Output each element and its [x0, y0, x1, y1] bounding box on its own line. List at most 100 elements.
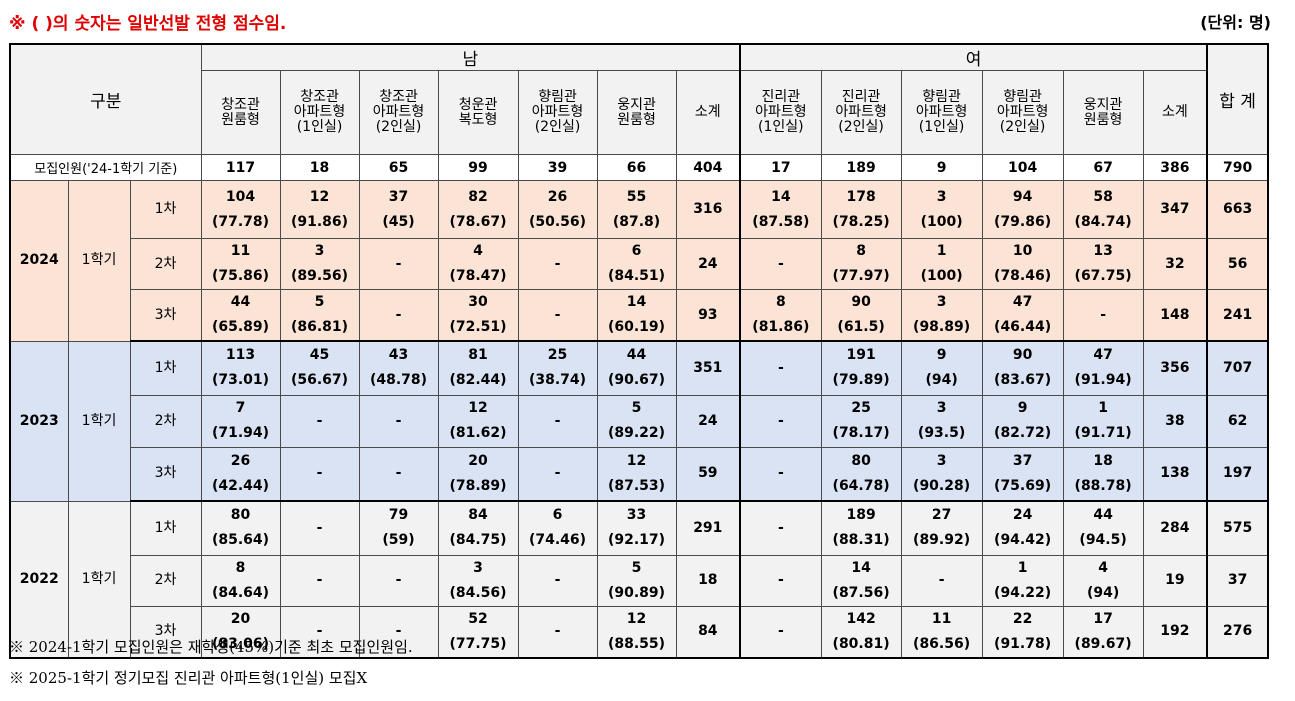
count-value: 6: [631, 243, 642, 259]
count-value: 37: [388, 188, 409, 205]
male-header: 남: [200, 43, 741, 71]
count-value: 47: [1093, 347, 1113, 364]
count-value: 8: [235, 559, 246, 576]
count-value: 43: [388, 347, 409, 364]
data-cell: 26 (50.56): [517, 180, 598, 239]
count-value: -: [777, 255, 784, 272]
score-value: (94): [925, 372, 958, 389]
year-label: 2024: [9, 180, 69, 342]
score-value: (65.89): [211, 319, 270, 335]
count-value: -: [395, 572, 402, 588]
data-cell: 45 (56.67): [279, 340, 360, 396]
score-value: (45): [382, 213, 415, 230]
year-label: 2023: [9, 340, 69, 502]
score-value: (91.86): [290, 213, 349, 230]
data-cell: 1 (100): [900, 238, 983, 290]
data-cell: 707: [1206, 340, 1269, 396]
data-cell: 316: [675, 180, 741, 239]
count-value: 356: [1160, 359, 1190, 376]
count-value: 37: [1012, 452, 1033, 469]
recruit-label: 모집인원('24-1학기 기준): [9, 154, 202, 181]
round-label: 2차: [129, 554, 202, 607]
score-value: (59): [382, 532, 415, 549]
count-value: 80: [851, 452, 871, 469]
score-value: (78.25): [832, 213, 890, 230]
table-row: 2023 1학기 1차 113 (73.01) 45 (56.67) 43 (48.78) 81 (…: [9, 340, 1269, 502]
semester-label: 1학기: [67, 340, 131, 502]
recruit-value: 386: [1142, 154, 1208, 181]
count-value: -: [316, 519, 323, 536]
male-column-header: 향림관 아파트형 (2인실): [517, 70, 598, 155]
count-value: -: [316, 465, 323, 482]
data-cell: -: [358, 394, 439, 448]
female-column-header: 소계: [1142, 70, 1208, 155]
data-cell: 3 (84.56): [437, 554, 519, 607]
data-cell: -: [517, 238, 598, 290]
count-value: -: [777, 465, 784, 482]
data-cell: 14 (87.56): [820, 554, 902, 607]
score-value: (78.47): [449, 268, 507, 284]
data-cell: 58 (84.74): [1062, 180, 1144, 239]
score-value: (88.55): [607, 635, 666, 652]
score-value: (91.78): [994, 635, 1052, 652]
data-cell: 18: [675, 554, 741, 607]
count-value: 3: [314, 243, 325, 259]
recruit-value: 104: [981, 154, 1064, 181]
score-value: (61.5): [837, 319, 885, 335]
count-value: 113: [225, 347, 256, 364]
data-cell: 44 (94.5): [1062, 500, 1144, 556]
count-value: 94: [1012, 188, 1033, 205]
count-value: 56: [1227, 255, 1248, 272]
data-cell: 37: [1206, 554, 1269, 607]
data-cell: 104 (77.78): [200, 180, 281, 239]
data-cell: 8 (84.64): [200, 554, 281, 607]
count-value: 12: [626, 452, 647, 469]
count-value: 11: [931, 610, 952, 627]
count-value: 93: [698, 306, 718, 323]
score-value: (71.94): [211, 425, 270, 441]
count-value: 575: [1222, 519, 1253, 536]
count-value: 47: [1012, 294, 1033, 310]
data-cell: 138: [1142, 446, 1208, 502]
data-cell: 9 (82.72): [981, 394, 1064, 448]
recruit-value: 404: [675, 154, 741, 181]
data-cell: -: [517, 554, 598, 607]
table-row: 2차 7 (71.94) - - 12 (81.62) - 5 (89.22) 24 - 25 (78.1…: [10, 394, 1269, 448]
round-label: 3차: [129, 289, 202, 342]
data-cell: 11 (86.56): [900, 605, 983, 659]
count-value: 707: [1222, 359, 1253, 376]
data-cell: 90 (61.5): [820, 289, 902, 342]
data-cell: 575: [1206, 500, 1269, 556]
count-value: 178: [846, 188, 876, 205]
score-value: (91.71): [1074, 425, 1132, 441]
data-cell: 24 (94.42): [981, 500, 1064, 556]
count-value: -: [777, 519, 784, 536]
data-cell: 62: [1206, 394, 1269, 448]
score-value: (84.74): [1074, 213, 1132, 230]
count-value: -: [554, 255, 561, 272]
score-value: (72.51): [449, 319, 507, 335]
data-cell: -: [279, 554, 360, 607]
recruit-value: 66: [596, 154, 677, 181]
table-row: 2차 11 (75.86) 3 (89.56) - 4 (78.47) - 6 (84.51) 24 -…: [10, 238, 1269, 290]
data-cell: 24: [675, 238, 741, 290]
count-value: -: [395, 255, 402, 272]
count-value: 14: [771, 188, 791, 205]
count-value: 27: [931, 507, 952, 524]
score-value: (50.56): [528, 213, 587, 230]
count-value: 44: [1093, 507, 1113, 524]
count-value: 192: [1160, 623, 1190, 640]
count-value: 25: [851, 400, 871, 416]
count-value: 44: [626, 347, 647, 364]
recruit-value: 9: [900, 154, 983, 181]
score-value: (85.64): [211, 532, 270, 549]
data-cell: 30 (72.51): [437, 289, 519, 342]
data-cell: 8 (81.86): [739, 289, 822, 342]
count-value: 189: [846, 507, 876, 524]
data-cell: 12 (81.62): [437, 394, 519, 448]
recruit-value: 17: [739, 154, 822, 181]
score-value: (93.5): [917, 425, 966, 441]
data-cell: 1 (91.71): [1062, 394, 1144, 448]
data-cell: -: [739, 394, 822, 448]
score-value: (79.86): [994, 213, 1052, 230]
